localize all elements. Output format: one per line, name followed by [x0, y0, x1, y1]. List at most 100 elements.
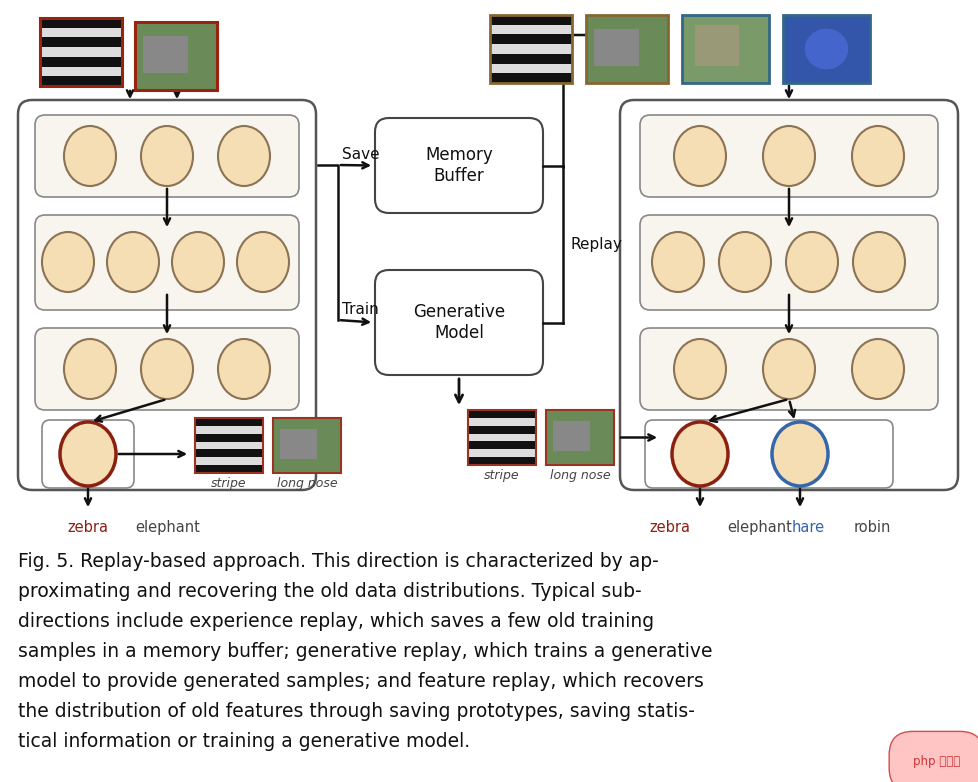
- Text: Save: Save: [341, 147, 379, 162]
- FancyBboxPatch shape: [375, 118, 543, 213]
- Ellipse shape: [107, 232, 158, 292]
- Bar: [195, 465, 263, 473]
- Ellipse shape: [141, 339, 193, 399]
- Ellipse shape: [673, 126, 726, 186]
- Bar: [467, 441, 535, 450]
- Text: zebra: zebra: [648, 520, 689, 535]
- FancyBboxPatch shape: [35, 115, 298, 197]
- Bar: [135, 22, 217, 90]
- Bar: [195, 457, 263, 465]
- Ellipse shape: [762, 339, 814, 399]
- Bar: [490, 25, 571, 34]
- Text: elephant: elephant: [727, 520, 791, 535]
- Bar: [273, 418, 340, 473]
- Text: model to provide generated samples; and feature replay, which recovers: model to provide generated samples; and …: [18, 672, 703, 691]
- Text: stripe: stripe: [484, 469, 519, 482]
- Ellipse shape: [218, 126, 270, 186]
- Text: long nose: long nose: [277, 477, 337, 490]
- Text: samples in a memory buffer; generative replay, which trains a generative: samples in a memory buffer; generative r…: [18, 642, 712, 661]
- Bar: [40, 18, 122, 86]
- Text: Replay: Replay: [570, 238, 622, 253]
- Bar: [135, 22, 217, 90]
- Bar: [40, 77, 122, 86]
- Ellipse shape: [218, 339, 270, 399]
- Bar: [586, 15, 667, 83]
- Bar: [490, 34, 571, 44]
- Bar: [782, 15, 869, 83]
- Bar: [782, 15, 869, 83]
- FancyBboxPatch shape: [619, 100, 957, 490]
- Text: hare: hare: [790, 520, 823, 535]
- Ellipse shape: [64, 339, 115, 399]
- Bar: [490, 63, 571, 74]
- Bar: [467, 433, 535, 441]
- Ellipse shape: [772, 422, 827, 486]
- Bar: [40, 18, 122, 27]
- Bar: [682, 15, 768, 83]
- Bar: [195, 450, 263, 457]
- Text: long nose: long nose: [549, 469, 609, 482]
- Ellipse shape: [851, 339, 903, 399]
- Ellipse shape: [671, 422, 728, 486]
- FancyBboxPatch shape: [645, 420, 892, 488]
- Bar: [273, 418, 340, 473]
- Ellipse shape: [60, 422, 115, 486]
- Bar: [40, 27, 122, 38]
- Text: Train: Train: [341, 302, 378, 317]
- Bar: [40, 18, 122, 86]
- Bar: [682, 15, 768, 83]
- FancyBboxPatch shape: [640, 215, 937, 310]
- Bar: [546, 410, 613, 465]
- Bar: [467, 450, 535, 457]
- Ellipse shape: [804, 29, 847, 70]
- Ellipse shape: [172, 232, 224, 292]
- Text: directions include experience replay, which saves a few old training: directions include experience replay, wh…: [18, 612, 653, 631]
- Text: Memory
Buffer: Memory Buffer: [424, 146, 492, 185]
- Ellipse shape: [785, 232, 837, 292]
- Bar: [195, 434, 263, 442]
- Bar: [467, 418, 535, 425]
- Bar: [546, 410, 613, 465]
- Ellipse shape: [237, 232, 289, 292]
- Ellipse shape: [42, 232, 94, 292]
- Bar: [490, 44, 571, 54]
- Bar: [195, 442, 263, 450]
- Ellipse shape: [718, 232, 771, 292]
- Text: tical information or training a generative model.: tical information or training a generati…: [18, 732, 469, 751]
- Ellipse shape: [851, 126, 903, 186]
- Bar: [490, 15, 571, 83]
- Bar: [490, 74, 571, 83]
- FancyBboxPatch shape: [640, 115, 937, 197]
- Bar: [467, 410, 535, 465]
- Bar: [594, 29, 639, 66]
- Bar: [782, 15, 869, 83]
- Text: zebra: zebra: [67, 520, 109, 535]
- Bar: [467, 410, 535, 418]
- Bar: [40, 57, 122, 66]
- Bar: [143, 36, 188, 73]
- FancyBboxPatch shape: [375, 270, 543, 375]
- Bar: [40, 47, 122, 57]
- Bar: [195, 418, 263, 473]
- Ellipse shape: [64, 126, 115, 186]
- Bar: [195, 418, 263, 426]
- Bar: [490, 15, 571, 25]
- Ellipse shape: [651, 232, 703, 292]
- Bar: [586, 15, 667, 83]
- Bar: [280, 429, 317, 459]
- Text: proximating and recovering the old data distributions. Typical sub-: proximating and recovering the old data …: [18, 582, 641, 601]
- FancyBboxPatch shape: [640, 328, 937, 410]
- Bar: [195, 418, 263, 473]
- Text: robin: robin: [853, 520, 890, 535]
- FancyBboxPatch shape: [35, 328, 298, 410]
- FancyBboxPatch shape: [42, 420, 134, 488]
- Bar: [467, 457, 535, 465]
- Bar: [467, 410, 535, 465]
- Bar: [135, 22, 217, 90]
- Ellipse shape: [852, 232, 904, 292]
- Ellipse shape: [673, 339, 726, 399]
- Text: stripe: stripe: [211, 477, 246, 490]
- Text: Generative
Model: Generative Model: [413, 303, 505, 342]
- Text: elephant: elephant: [135, 520, 200, 535]
- Bar: [694, 25, 737, 66]
